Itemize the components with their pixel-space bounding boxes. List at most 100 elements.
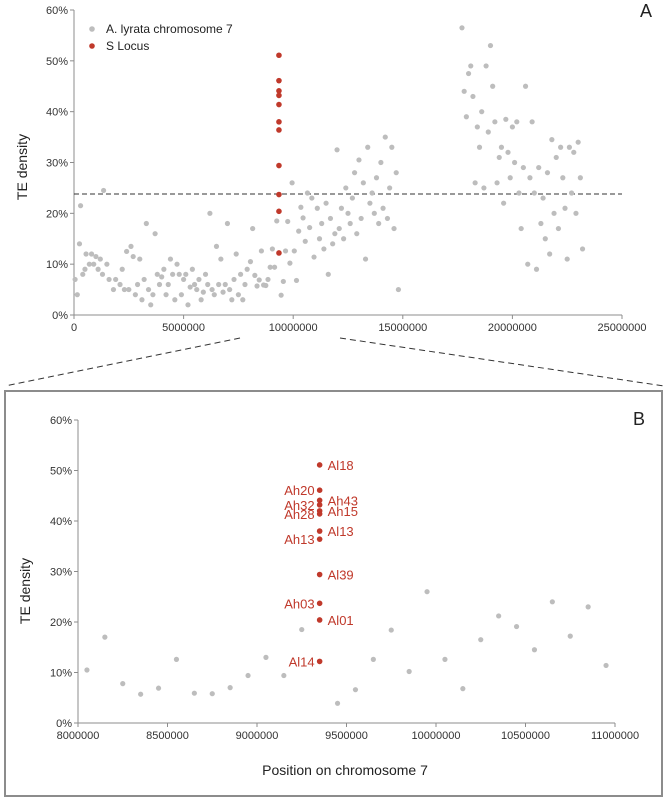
- data-point-s-locus: [276, 208, 282, 215]
- data-point-gray: [603, 662, 609, 669]
- data-point-gray: [549, 137, 555, 143]
- x-tick-label: 10000000: [269, 322, 318, 334]
- data-point-gray: [189, 266, 195, 272]
- data-point-gray: [564, 256, 570, 262]
- data-point-gray: [298, 204, 304, 210]
- data-point-gray: [245, 672, 251, 679]
- zoom-connector-left: [4, 337, 241, 387]
- data-point-gray: [263, 282, 269, 289]
- data-point-s-locus: [316, 600, 323, 607]
- data-point-gray: [86, 261, 92, 267]
- data-point-s-locus: [276, 101, 282, 108]
- data-point-gray: [483, 63, 489, 69]
- x-tick-label: 8000000: [57, 730, 100, 742]
- data-point-gray: [531, 647, 538, 653]
- data-point-gray: [145, 286, 152, 293]
- data-point-gray: [100, 187, 107, 194]
- x-tick-label: 0: [71, 322, 77, 334]
- data-point-gray: [507, 175, 513, 181]
- data-point-gray: [267, 264, 273, 270]
- data-point-s-locus: [276, 119, 282, 125]
- data-point-gray: [562, 205, 568, 211]
- data-point-gray: [117, 281, 123, 288]
- data-point-gray: [360, 180, 366, 186]
- data-point-gray: [354, 231, 360, 237]
- data-point-gray: [156, 281, 163, 288]
- data-point-gray: [470, 93, 476, 100]
- data-point-s-locus: [316, 617, 323, 623]
- allele-label: Al13: [328, 524, 354, 539]
- data-point-gray: [334, 147, 340, 153]
- x-tick-label: 9000000: [236, 730, 279, 742]
- data-point-gray: [293, 277, 300, 284]
- data-point-s-locus: [316, 462, 323, 468]
- data-point-gray: [207, 210, 213, 216]
- panel-b-ylabel: TE density: [17, 558, 33, 624]
- y-tick-label: 40%: [46, 107, 68, 119]
- data-point-gray: [191, 281, 198, 288]
- data-point-gray: [566, 144, 572, 150]
- data-point-gray: [345, 210, 351, 216]
- data-point-gray: [138, 691, 144, 697]
- data-point-gray: [520, 164, 526, 171]
- data-point-gray: [501, 200, 507, 206]
- data-point-gray: [265, 276, 271, 283]
- data-point-gray: [479, 109, 485, 115]
- data-point-gray: [150, 292, 156, 298]
- allele-label: Al14: [289, 654, 315, 669]
- y-tick-label: 40%: [50, 516, 72, 528]
- data-point-gray: [181, 276, 187, 283]
- allele-label: Ah15: [328, 504, 358, 519]
- data-point-s-locus: [316, 487, 323, 493]
- data-point-gray: [496, 613, 502, 619]
- data-point-gray: [163, 292, 169, 298]
- data-point-gray: [319, 220, 325, 227]
- data-point-gray: [406, 668, 412, 675]
- data-point-s-locus: [276, 52, 282, 59]
- data-point-gray: [311, 254, 317, 260]
- data-point-gray: [231, 276, 237, 283]
- data-point-gray: [393, 170, 399, 176]
- data-point-gray: [159, 274, 165, 280]
- data-point-s-locus: [316, 536, 323, 542]
- data-point-gray: [533, 266, 540, 272]
- data-point-gray: [332, 231, 338, 237]
- x-tick-label: 15000000: [378, 322, 427, 334]
- y-tick-label: 0%: [52, 310, 68, 322]
- data-point-gray: [575, 139, 581, 145]
- data-point-s-locus: [276, 162, 282, 169]
- data-point-gray: [334, 700, 341, 706]
- x-tick-label: 5000000: [162, 322, 205, 334]
- x-tick-label: 9500000: [325, 730, 368, 742]
- x-tick-label: 11000000: [591, 730, 639, 742]
- data-point-gray: [97, 256, 103, 262]
- data-point-gray: [218, 256, 224, 262]
- data-point-gray: [205, 281, 211, 288]
- allele-label: Al18: [328, 458, 354, 473]
- data-point-gray: [511, 159, 518, 166]
- data-point-gray: [240, 297, 246, 303]
- data-point-gray: [531, 190, 537, 196]
- data-point-gray: [323, 200, 329, 206]
- x-tick-label: 8500000: [146, 730, 189, 742]
- data-point-gray: [99, 271, 106, 277]
- data-point-gray: [309, 195, 315, 201]
- data-point-gray: [247, 259, 254, 265]
- data-point-gray: [538, 220, 544, 227]
- data-point-gray: [143, 220, 149, 227]
- panel-a: A TE density 0% 10% 20% 30% 40% 50% 60% 0 500000…: [14, 1, 652, 334]
- panel-a-s-locus-points: [276, 52, 282, 256]
- data-point-s-locus: [276, 191, 282, 198]
- data-point-s-locus: [316, 528, 323, 534]
- data-point-gray: [237, 271, 244, 277]
- data-point-gray: [280, 278, 286, 285]
- data-point-gray: [165, 281, 171, 288]
- data-point-gray: [522, 83, 529, 89]
- data-point-gray: [172, 297, 178, 303]
- data-point-gray: [540, 195, 546, 201]
- data-point-gray: [568, 190, 575, 196]
- data-point-gray: [91, 261, 97, 267]
- data-point-gray: [155, 685, 162, 691]
- data-point-gray: [271, 264, 278, 270]
